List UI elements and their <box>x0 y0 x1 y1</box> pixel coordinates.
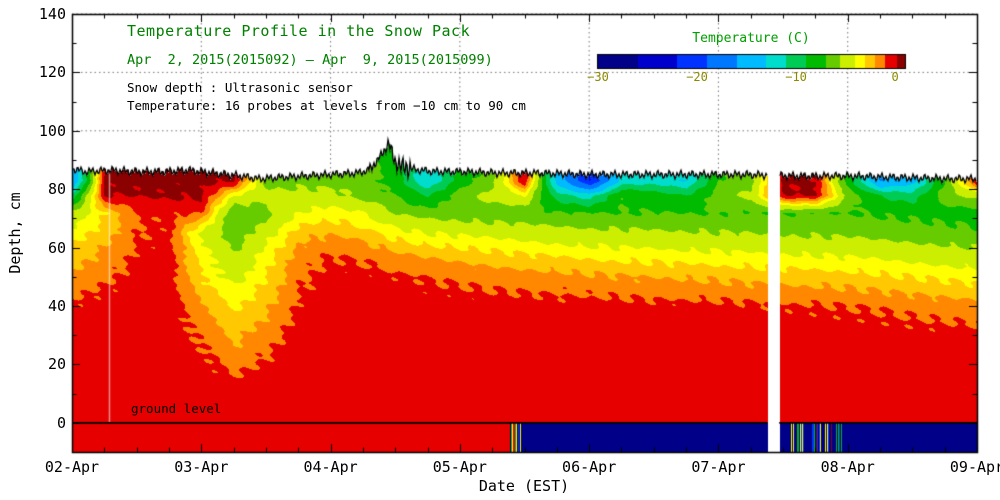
x-axis-title: Date (EST) <box>478 477 570 495</box>
sensor-info-line: Snow depth : Ultrasonic sensor <box>127 80 353 95</box>
y-axis-title: Depth, cm <box>6 192 24 274</box>
y-tick-label: 20 <box>47 355 66 374</box>
x-tick-label: 09-Apr <box>949 458 1000 476</box>
colorbar-tick-label: 0 <box>891 70 899 84</box>
y-tick-label: 120 <box>38 63 66 82</box>
probe-info-line: Temperature: 16 probes at levels from −1… <box>127 98 526 113</box>
ground-level-label: ground level <box>131 401 222 416</box>
chart-subtitle: Apr 2, 2015(2015092) – Apr 9, 2015(20150… <box>127 52 493 68</box>
x-tick-label: 06-Apr <box>562 458 617 476</box>
x-tick-label: 05-Apr <box>432 458 487 476</box>
y-tick-label: 100 <box>38 121 66 140</box>
y-tick-label: 80 <box>47 180 66 199</box>
y-tick-label: 60 <box>47 238 66 257</box>
chart-title: Temperature Profile in the Snow Pack <box>127 22 471 40</box>
x-tick-label: 04-Apr <box>303 458 358 476</box>
colorbar-tick-label: −10 <box>785 70 807 84</box>
colorbar-tick-label: −30 <box>587 70 609 84</box>
x-tick-label: 07-Apr <box>691 458 746 476</box>
y-tick-label: 40 <box>47 297 66 315</box>
colorbar-tick-label: −20 <box>686 70 708 84</box>
y-tick-label: 140 <box>38 5 66 23</box>
x-tick-label: 02-Apr <box>44 458 100 476</box>
colorbar-title: Temperature (C) <box>692 31 810 46</box>
x-tick-label: 03-Apr <box>174 458 229 476</box>
x-tick-label: 08-Apr <box>820 458 875 476</box>
y-tick-label: 0 <box>56 413 66 432</box>
